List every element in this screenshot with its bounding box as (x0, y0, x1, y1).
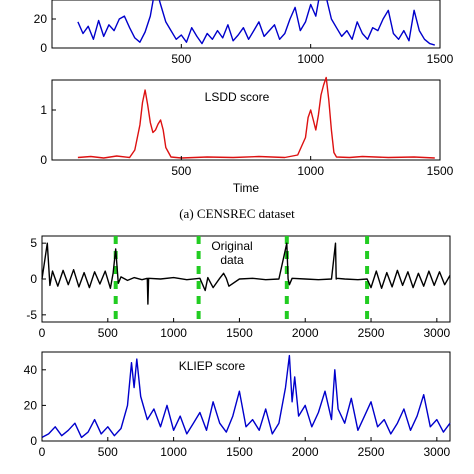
y-tick-label: 1 (40, 103, 47, 117)
x-axis-label: Time (233, 181, 260, 195)
x-tick-label: 500 (98, 326, 118, 340)
x-tick-label: 1000 (160, 445, 187, 459)
x-tick-label: 3000 (423, 326, 450, 340)
x-tick-label: 1500 (226, 326, 253, 340)
x-tick-label: 500 (171, 164, 191, 178)
y-tick-label: 40 (24, 363, 38, 377)
x-tick-label: 500 (98, 445, 118, 459)
panel-kliep: 0 500 1000 1500 2000 2500 3000 0 20 40 KLIEP score (24, 351, 451, 459)
panel-annotation: LSDD score (205, 90, 270, 104)
x-tick-label: 1000 (297, 52, 324, 66)
y-tick-label: 0 (40, 153, 47, 167)
y-tick-label: 20 (24, 398, 38, 412)
series-line (41, 242, 451, 305)
x-tick-label: 2000 (292, 326, 319, 340)
x-tick-label: 500 (171, 52, 191, 66)
y-tick-label: 5 (30, 236, 37, 250)
series-line (41, 354, 451, 439)
x-tick-label: 0 (39, 445, 46, 459)
y-tick-label: 0 (30, 272, 37, 286)
caption-censrec: (a) CENSREC dataset (179, 206, 295, 221)
panel-lsdd: 500 1000 1500 0 1 Time LSDD score (40, 76, 454, 195)
x-tick-label: 1500 (427, 52, 454, 66)
y-tick-label: 0 (30, 434, 37, 448)
panel-censrec-top: 500 1000 1500 0 20 (34, 0, 454, 66)
panel-annotation: KLIEP score (179, 359, 246, 373)
x-tick-label: 1000 (297, 164, 324, 178)
x-tick-label: 2000 (292, 445, 319, 459)
series-line (77, 76, 435, 159)
x-tick-label: 0 (39, 326, 46, 340)
x-tick-label: 1500 (226, 445, 253, 459)
y-tick-label: -5 (26, 308, 37, 322)
x-tick-label: 1000 (160, 326, 187, 340)
axes-frame (51, 0, 441, 49)
y-tick-label: 0 (40, 41, 47, 55)
panel-annotation: data (220, 253, 244, 267)
x-tick-label: 2500 (358, 326, 385, 340)
x-tick-label: 3000 (423, 445, 450, 459)
x-tick-label: 2500 (358, 445, 385, 459)
axes-frame (41, 351, 451, 442)
y-tick-label: 20 (34, 12, 48, 26)
series-line (77, 0, 435, 46)
axes-frame (51, 79, 441, 161)
panel-annotation: Original (211, 239, 252, 253)
x-tick-label: 1500 (427, 164, 454, 178)
